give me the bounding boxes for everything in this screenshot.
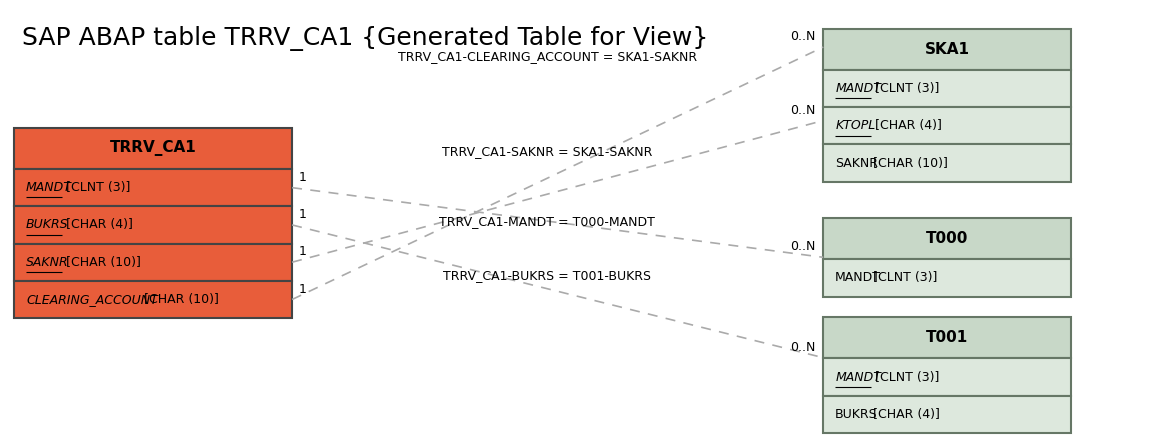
Text: SKA1: SKA1: [925, 42, 970, 57]
Text: [CLNT (3)]: [CLNT (3)]: [871, 370, 939, 384]
Bar: [823, 144, 1072, 182]
Bar: [14, 244, 292, 281]
Text: 1: 1: [299, 208, 307, 221]
Text: SAP ABAP table TRRV_CA1 {Generated Table for View}: SAP ABAP table TRRV_CA1 {Generated Table…: [22, 26, 709, 51]
Text: MANDT: MANDT: [836, 82, 881, 95]
Bar: [823, 396, 1072, 433]
Text: BUKRS: BUKRS: [836, 408, 878, 421]
Text: 1: 1: [299, 171, 307, 184]
Bar: [14, 128, 292, 169]
Text: [CHAR (4)]: [CHAR (4)]: [871, 119, 942, 132]
Bar: [823, 218, 1072, 259]
Text: 0..N: 0..N: [790, 341, 815, 354]
Text: [CLNT (3)]: [CLNT (3)]: [870, 272, 937, 284]
Bar: [823, 29, 1072, 70]
Text: MANDT: MANDT: [26, 181, 72, 194]
Text: MANDT: MANDT: [836, 370, 881, 384]
Bar: [823, 70, 1072, 107]
Text: 0..N: 0..N: [790, 104, 815, 117]
Text: 0..N: 0..N: [790, 30, 815, 43]
Text: TRRV_CA1-SAKNR = SKA1-SAKNR: TRRV_CA1-SAKNR = SKA1-SAKNR: [442, 145, 653, 159]
Text: [CHAR (10)]: [CHAR (10)]: [870, 157, 947, 170]
Text: SAKNR: SAKNR: [26, 256, 69, 269]
Text: SAKNR: SAKNR: [836, 157, 878, 170]
Bar: [823, 107, 1072, 144]
Bar: [14, 281, 292, 318]
Bar: [823, 259, 1072, 296]
Text: TRRV_CA1-CLEARING_ACCOUNT = SKA1-SAKNR: TRRV_CA1-CLEARING_ACCOUNT = SKA1-SAKNR: [398, 50, 697, 63]
Text: [CLNT (3)]: [CLNT (3)]: [871, 82, 939, 95]
Text: [CHAR (4)]: [CHAR (4)]: [870, 408, 939, 421]
Text: T000: T000: [927, 231, 968, 246]
Text: 1: 1: [299, 245, 307, 258]
Text: BUKRS: BUKRS: [26, 218, 69, 231]
Bar: [823, 317, 1072, 358]
Bar: [14, 206, 292, 244]
Text: [CHAR (10)]: [CHAR (10)]: [62, 256, 141, 269]
Text: [CHAR (10)]: [CHAR (10)]: [141, 293, 219, 306]
Text: 0..N: 0..N: [790, 241, 815, 253]
Text: [CHAR (4)]: [CHAR (4)]: [62, 218, 133, 231]
Text: TRRV_CA1-MANDT = T000-MANDT: TRRV_CA1-MANDT = T000-MANDT: [439, 215, 655, 228]
Text: T001: T001: [927, 330, 968, 345]
Text: MANDT: MANDT: [836, 272, 881, 284]
Text: CLEARING_ACCOUNT: CLEARING_ACCOUNT: [26, 293, 158, 306]
Text: KTOPL: KTOPL: [836, 119, 875, 132]
Text: TRRV_CA1: TRRV_CA1: [109, 140, 197, 156]
Text: TRRV_CA1-BUKRS = T001-BUKRS: TRRV_CA1-BUKRS = T001-BUKRS: [443, 269, 652, 282]
Bar: [823, 358, 1072, 396]
Text: [CLNT (3)]: [CLNT (3)]: [62, 181, 130, 194]
Text: 1: 1: [299, 283, 307, 295]
Bar: [14, 169, 292, 206]
